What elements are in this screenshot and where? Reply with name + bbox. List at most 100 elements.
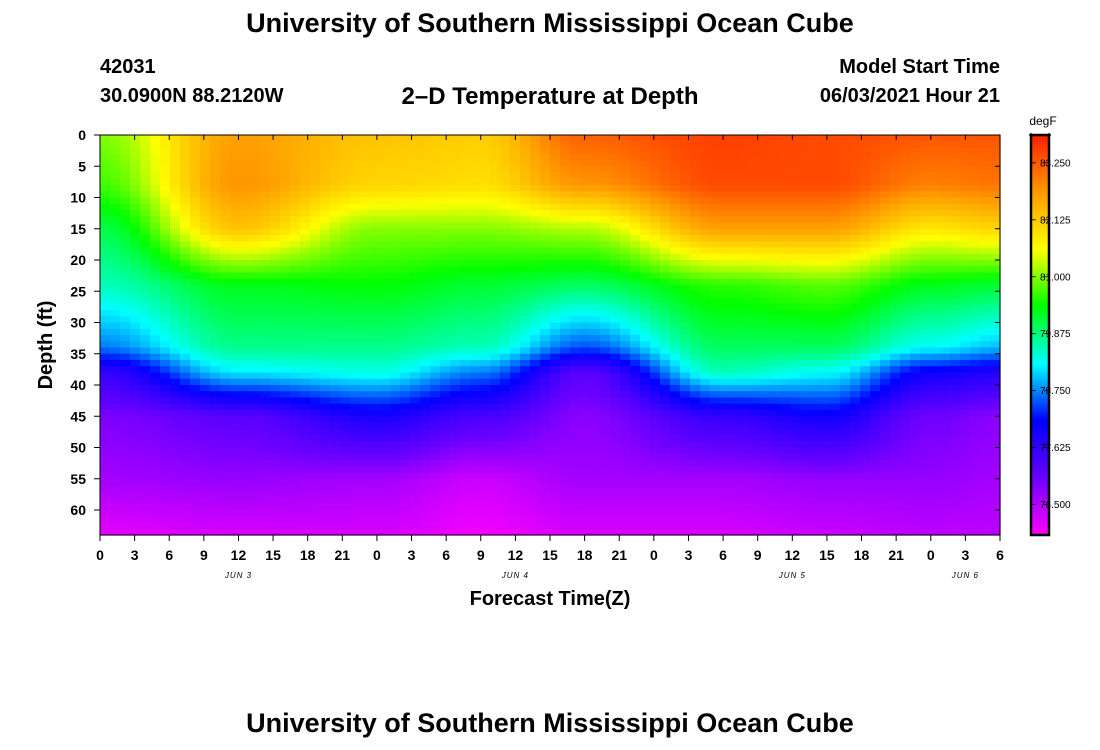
heatmap-cell bbox=[150, 466, 161, 474]
heatmap-cell bbox=[530, 403, 541, 411]
heatmap-cell bbox=[100, 328, 111, 336]
heatmap-cell bbox=[660, 185, 671, 192]
heatmap-cell bbox=[430, 291, 441, 299]
heatmap-cell bbox=[390, 347, 401, 355]
heatmap-cell bbox=[570, 291, 581, 299]
heatmap-cell bbox=[270, 422, 281, 430]
heatmap-cell bbox=[500, 510, 511, 517]
heatmap-cell bbox=[520, 228, 531, 236]
heatmap-cell bbox=[130, 297, 141, 305]
heatmap-cell bbox=[220, 291, 231, 299]
heatmap-cell bbox=[210, 197, 221, 205]
heatmap-cell bbox=[480, 178, 491, 186]
heatmap-cell bbox=[760, 360, 771, 367]
heatmap-cell bbox=[500, 397, 511, 405]
heatmap-cell bbox=[140, 160, 151, 167]
heatmap-cell bbox=[250, 203, 261, 211]
heatmap-cell bbox=[780, 247, 791, 255]
heatmap-cell bbox=[680, 197, 691, 205]
heatmap-cell bbox=[780, 228, 791, 236]
heatmap-cell bbox=[380, 416, 391, 424]
heatmap-cell bbox=[420, 385, 431, 392]
heatmap-cell bbox=[680, 341, 691, 349]
heatmap-cell bbox=[510, 216, 521, 224]
heatmap-cell bbox=[790, 316, 801, 324]
heatmap-cell bbox=[200, 528, 211, 536]
heatmap-cell bbox=[200, 197, 211, 205]
heatmap-cell bbox=[850, 266, 861, 274]
heatmap-cell bbox=[110, 435, 121, 442]
heatmap-cell bbox=[540, 510, 551, 517]
heatmap-cell bbox=[540, 266, 551, 274]
heatmap-cell bbox=[340, 228, 351, 236]
heatmap-cell bbox=[380, 397, 391, 405]
heatmap-cell bbox=[150, 135, 161, 142]
heatmap-cell bbox=[150, 410, 161, 417]
heatmap-cell bbox=[100, 522, 111, 530]
heatmap-cell bbox=[690, 291, 701, 299]
heatmap-cell bbox=[770, 210, 781, 217]
heatmap-cell bbox=[700, 360, 711, 367]
heatmap-cell bbox=[340, 353, 351, 361]
heatmap-cell bbox=[850, 241, 861, 249]
heatmap-cell bbox=[350, 522, 361, 530]
heatmap-cell bbox=[330, 253, 341, 261]
heatmap-cell bbox=[630, 435, 641, 442]
heatmap-cell bbox=[300, 422, 311, 430]
heatmap-cell bbox=[400, 360, 411, 367]
heatmap-cell bbox=[270, 347, 281, 355]
heatmap-cell bbox=[420, 391, 431, 399]
heatmap-cell bbox=[130, 422, 141, 430]
heatmap-cell bbox=[570, 516, 581, 524]
heatmap-cell bbox=[600, 141, 611, 149]
heatmap-cell bbox=[430, 297, 441, 305]
heatmap-cell bbox=[220, 328, 231, 336]
heatmap-cell bbox=[380, 172, 391, 180]
heatmap-cell bbox=[640, 472, 651, 480]
heatmap-cell bbox=[330, 478, 341, 486]
heatmap-cell bbox=[260, 278, 271, 286]
heatmap-cell bbox=[530, 422, 541, 430]
heatmap-cell bbox=[690, 172, 701, 180]
heatmap-cell bbox=[560, 260, 571, 267]
heatmap-cell bbox=[300, 266, 311, 274]
heatmap-cell bbox=[240, 360, 251, 367]
heatmap-cell bbox=[810, 316, 821, 324]
heatmap-cell bbox=[110, 216, 121, 224]
heatmap-cell bbox=[270, 497, 281, 505]
heatmap-cell bbox=[700, 260, 711, 267]
heatmap-cell bbox=[650, 503, 661, 511]
heatmap-cell bbox=[130, 441, 141, 449]
heatmap-cell bbox=[170, 191, 181, 199]
heatmap-cell bbox=[530, 285, 541, 292]
heatmap-cell bbox=[250, 335, 261, 342]
heatmap-cell bbox=[120, 247, 131, 255]
heatmap-cell bbox=[490, 191, 501, 199]
heatmap-cell bbox=[800, 222, 811, 230]
heatmap-cell bbox=[540, 222, 551, 230]
heatmap-cell bbox=[600, 172, 611, 180]
heatmap-cell bbox=[280, 410, 291, 417]
heatmap-cell bbox=[430, 185, 441, 192]
heatmap-cell bbox=[360, 297, 371, 305]
heatmap-cell bbox=[170, 160, 181, 167]
heatmap-cell bbox=[160, 503, 171, 511]
heatmap-cell bbox=[620, 235, 631, 242]
heatmap-cell bbox=[470, 322, 481, 330]
heatmap-cell bbox=[260, 435, 271, 442]
heatmap-cell bbox=[560, 253, 571, 261]
heatmap-cell bbox=[130, 460, 141, 467]
heatmap-cell bbox=[870, 310, 881, 317]
heatmap-cell bbox=[490, 447, 501, 455]
heatmap-cell bbox=[800, 497, 811, 505]
heatmap-cell bbox=[850, 397, 861, 405]
heatmap-cell bbox=[160, 303, 171, 311]
heatmap-cell bbox=[740, 510, 751, 517]
heatmap-cell bbox=[820, 210, 831, 217]
heatmap-cell bbox=[160, 147, 171, 155]
heatmap-cell bbox=[340, 216, 351, 224]
heatmap-cell bbox=[720, 328, 731, 336]
heatmap-cell bbox=[570, 403, 581, 411]
heatmap-cell bbox=[270, 303, 281, 311]
heatmap-cell bbox=[770, 241, 781, 249]
